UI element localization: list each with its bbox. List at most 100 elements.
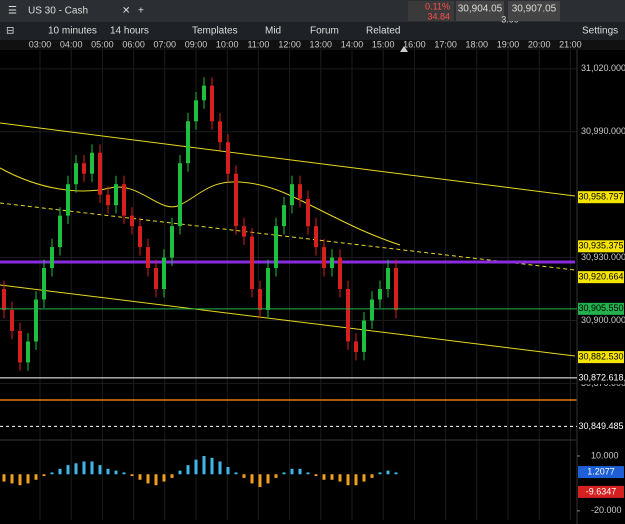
toolbar (0, 22, 625, 40)
forum-button[interactable]: Forum (310, 26, 339, 37)
macd-bar (74, 463, 78, 475)
candle-body (26, 341, 30, 363)
macd-bar (226, 466, 230, 475)
macd-bar (26, 474, 30, 484)
change-points: 34.84 (427, 11, 450, 21)
change-pct: 0.11% (425, 1, 450, 11)
price-tag (578, 240, 624, 253)
candle-body (338, 257, 342, 290)
macd-bar (130, 474, 134, 477)
related-button[interactable]: Related (366, 26, 400, 37)
templates-button[interactable]: Templates (192, 26, 238, 37)
candle-body (314, 226, 318, 248)
macd-bar (122, 472, 126, 475)
time-label: 04:00 (60, 39, 83, 49)
price-tick-label: 30,990.000 (581, 126, 625, 136)
now-marker (400, 46, 408, 52)
trend-line-upper (0, 122, 576, 197)
candle-body (362, 320, 366, 352)
price-tag (578, 191, 624, 204)
macd-tag-label: 1.2077 (587, 466, 615, 476)
macd-tick-label: -20.000 (591, 505, 622, 515)
candle-body (18, 330, 22, 363)
settings-button[interactable]: Settings (582, 26, 618, 37)
price-tag-label: 30,920.664 (578, 272, 623, 282)
macd-bar (394, 472, 398, 475)
macd-bar (266, 474, 270, 484)
candle-body (178, 163, 182, 227)
macd-bar (274, 474, 278, 478)
change-box (408, 1, 454, 21)
toolbar-icon[interactable]: ⊟ (6, 26, 14, 37)
menu-icon[interactable]: ☰ (8, 6, 17, 17)
macd-bar (10, 474, 14, 484)
price-type-button[interactable]: Mid (265, 26, 281, 37)
macd-tag (578, 466, 624, 479)
candle-body (202, 85, 206, 101)
trend-line-mid (0, 202, 576, 271)
macd-bar (50, 472, 54, 475)
candle-body (58, 215, 62, 248)
add-tab[interactable]: + (138, 6, 144, 17)
candle-body (98, 152, 102, 195)
price-tick-label: 31,020.000 (581, 63, 625, 73)
interval-button[interactable]: 10 minutes (48, 26, 97, 37)
candle-body (106, 194, 110, 206)
candle-body (330, 257, 334, 269)
macd-bar (242, 474, 246, 478)
candle-body (66, 184, 70, 216)
time-label: 12:00 (278, 39, 301, 49)
price-tag-label: 30,849.485 (578, 421, 623, 431)
price-tag-label: 30,905.550 (578, 303, 623, 313)
candle-body (162, 257, 166, 290)
time-label: 18:00 (466, 39, 489, 49)
candle-body (242, 226, 246, 237)
price-tag-label: 30,872.618 (578, 372, 623, 382)
instrument-title[interactable]: US 30 - Cash (28, 6, 88, 17)
price-tag (578, 271, 624, 284)
time-label: 15:00 (372, 39, 395, 49)
candle-body (74, 163, 78, 185)
candle-body (146, 247, 150, 269)
macd-bar (90, 461, 94, 475)
time-label: 06:00 (122, 39, 145, 49)
macd-bar (218, 461, 222, 475)
macd-bar (170, 474, 174, 478)
close-tab[interactable]: ✕ (122, 6, 130, 17)
candle-body (250, 236, 254, 290)
candle-body (266, 268, 270, 310)
time-label: 19:00 (497, 39, 520, 49)
time-label: 05:00 (91, 39, 114, 49)
candle-body (82, 163, 86, 174)
macd-tick-label: 10.000 (591, 450, 619, 460)
candle-body (170, 226, 174, 258)
candle-body (194, 100, 198, 122)
macd-bar (2, 474, 6, 482)
candle-body (354, 341, 358, 352)
macd-bar (42, 474, 46, 477)
macd-bar (138, 474, 142, 480)
candle-body (322, 247, 326, 269)
time-label: 07:00 (154, 39, 177, 49)
price-tag (578, 302, 624, 315)
macd-bar (370, 474, 374, 478)
macd-bar (202, 455, 206, 475)
candle-body (186, 121, 190, 164)
candle-body (2, 289, 6, 310)
range-button[interactable]: 14 hours (110, 26, 149, 37)
bid-price[interactable]: 30,904.05 (458, 4, 503, 15)
time-label: 03:00 (29, 39, 52, 49)
candle-body (34, 299, 38, 342)
time-axis-bar (0, 40, 625, 50)
ask-box[interactable] (508, 1, 560, 21)
ask-price[interactable]: 30,907.05 (512, 4, 557, 15)
macd-bar (58, 468, 62, 475)
macd-bar (234, 472, 238, 475)
candle-body (258, 289, 262, 310)
time-label: 13:00 (310, 39, 333, 49)
time-label: 10:00 (216, 39, 239, 49)
bid-box[interactable] (456, 1, 504, 21)
price-tag-label: 30,935.375 (578, 241, 623, 251)
time-label: 09:00 (185, 39, 208, 49)
price-tag-label: 30,882.530 (578, 351, 623, 361)
